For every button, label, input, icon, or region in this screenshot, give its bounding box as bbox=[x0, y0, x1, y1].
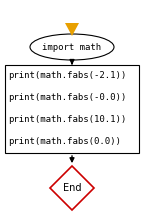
Text: End: End bbox=[63, 183, 81, 193]
Polygon shape bbox=[65, 23, 79, 36]
FancyBboxPatch shape bbox=[5, 65, 139, 153]
Polygon shape bbox=[50, 166, 94, 210]
Text: import math: import math bbox=[42, 43, 102, 51]
Ellipse shape bbox=[30, 34, 114, 60]
Text: print(math.fabs(-0.0)): print(math.fabs(-0.0)) bbox=[8, 94, 126, 103]
Text: print(math.fabs(0.0)): print(math.fabs(0.0)) bbox=[8, 138, 121, 146]
Text: print(math.fabs(-2.1)): print(math.fabs(-2.1)) bbox=[8, 71, 126, 81]
Text: print(math.fabs(10.1)): print(math.fabs(10.1)) bbox=[8, 116, 126, 124]
